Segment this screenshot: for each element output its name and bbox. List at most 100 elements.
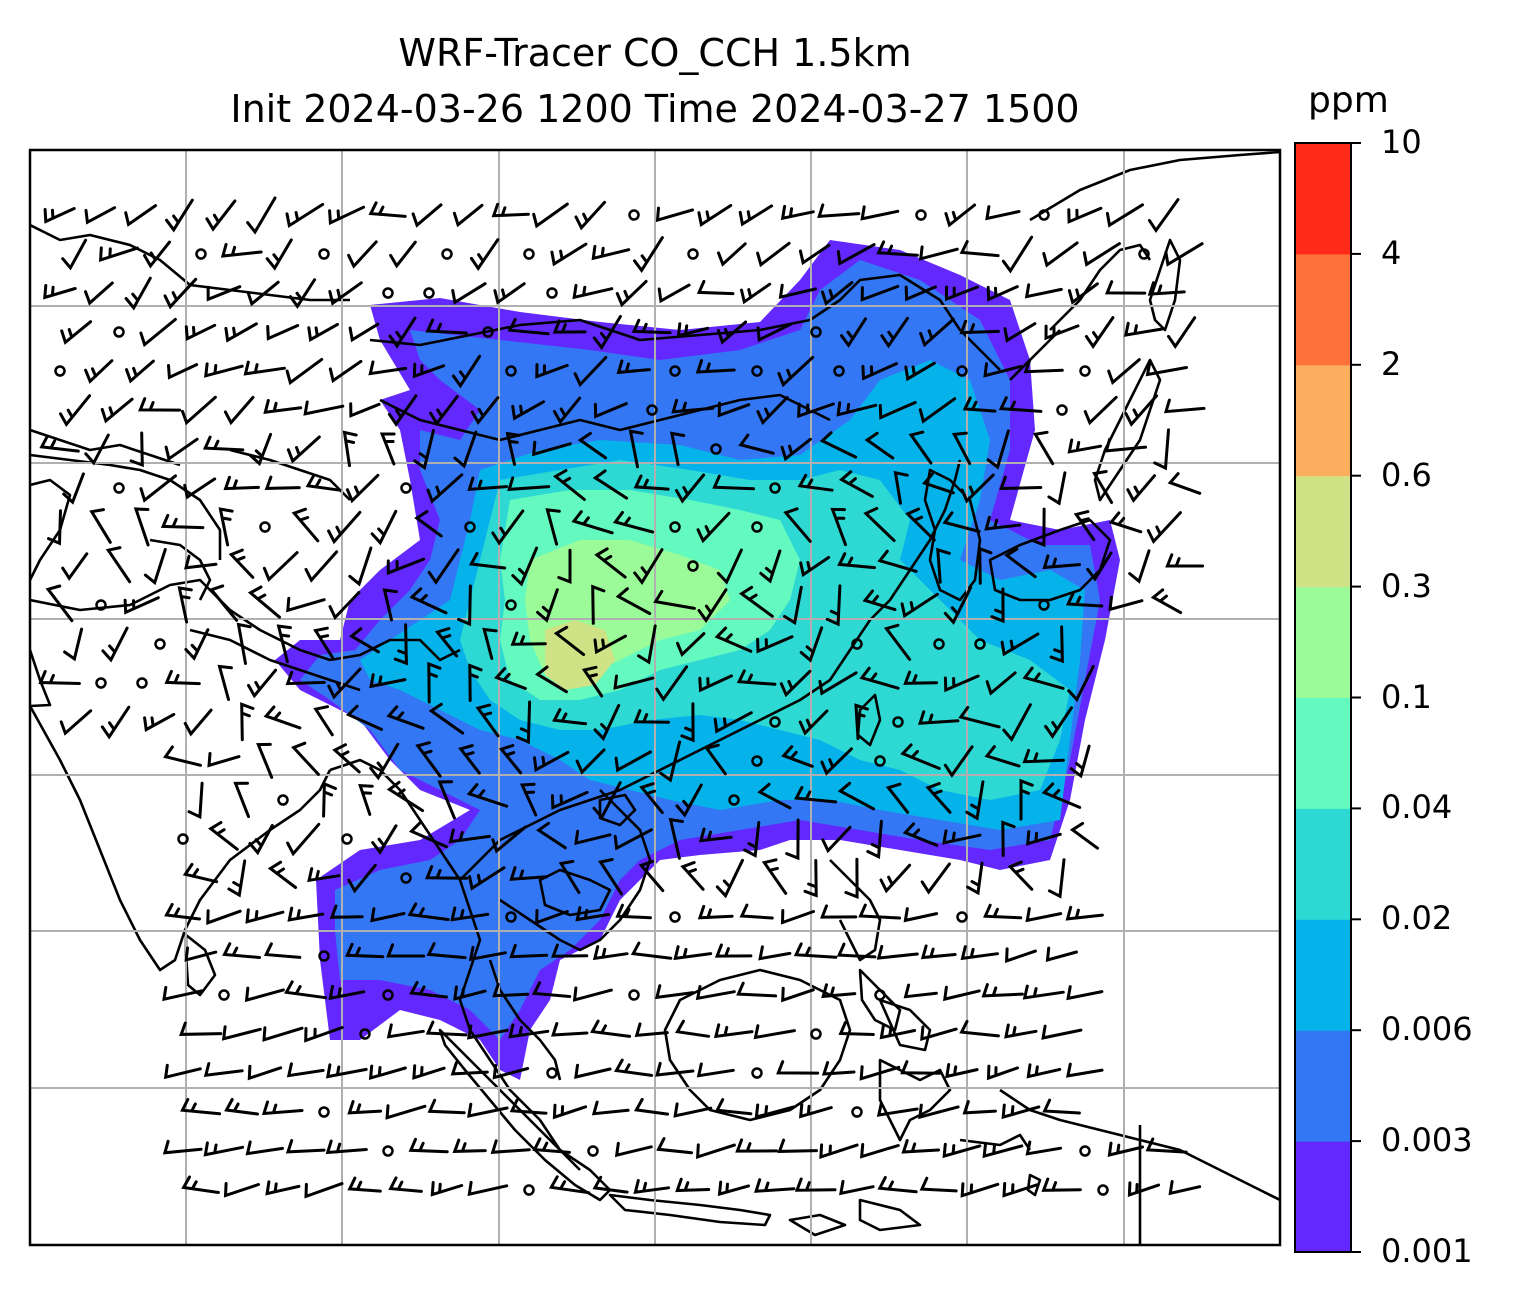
calm-wind-marker: [956, 911, 968, 923]
wind-barb: [1022, 984, 1065, 1000]
colorbar-segment: [1295, 919, 1351, 1031]
wind-barb: [885, 782, 910, 814]
wind-barb: [781, 745, 814, 768]
wind-barb: [243, 360, 286, 376]
wind-barb: [983, 362, 1023, 378]
wind-barb: [450, 906, 490, 922]
wind-barb: [837, 781, 876, 811]
wind-barb: [985, 205, 1021, 221]
wind-barb: [358, 783, 374, 816]
wind-barb: [754, 1103, 796, 1120]
wind-barb: [797, 402, 835, 419]
calm-wind-marker: [277, 794, 289, 806]
wind-barb: [244, 986, 285, 1003]
wind-barb: [738, 585, 774, 618]
wind-barb: [698, 827, 733, 843]
wind-barb: [1126, 474, 1156, 503]
wind-barb: [615, 903, 652, 920]
wind-barb: [902, 822, 939, 847]
calm-wind-marker: [810, 326, 822, 338]
wind-barb: [893, 470, 909, 505]
wind-barb: [698, 674, 733, 693]
calm-wind-marker: [1079, 1145, 1091, 1157]
calm-wind-marker: [587, 1145, 599, 1157]
wind-barb: [1146, 511, 1182, 545]
wind-barb: [133, 507, 150, 547]
wind-barb: [654, 984, 695, 1000]
wind-barb: [453, 985, 487, 1001]
wind-barb: [986, 285, 1019, 302]
wind-barb: [325, 1063, 368, 1079]
calm-wind-marker: [400, 482, 412, 494]
wind-barb: [783, 585, 803, 626]
wind-barb: [426, 473, 464, 504]
wind-barb: [1002, 1182, 1040, 1198]
wind-barb: [1041, 1024, 1083, 1040]
wind-barb: [879, 1024, 917, 1040]
wind-barb: [670, 431, 686, 467]
wind-barb: [1108, 595, 1144, 612]
wind-barb: [901, 1139, 940, 1154]
wind-barb: [962, 396, 997, 413]
wind-barb: [105, 546, 132, 584]
wind-barb: [1167, 316, 1197, 349]
wind-barb: [655, 206, 694, 223]
wind-barb: [1023, 358, 1064, 374]
calm-wind-marker: [1097, 1184, 1109, 1196]
wind-barb: [1065, 905, 1104, 921]
calm-wind-marker: [687, 560, 699, 572]
wind-barb: [291, 507, 320, 543]
wind-barb: [221, 1025, 262, 1041]
wind-barb: [285, 357, 324, 386]
wind-barb: [577, 431, 608, 460]
wind-barb: [960, 1182, 1000, 1198]
wind-barb: [184, 946, 218, 962]
wind-barb: [836, 243, 876, 266]
wind-barb: [860, 1143, 900, 1159]
wind-barb: [714, 1098, 753, 1116]
wind-barb: [943, 586, 973, 625]
wind-barb: [696, 1062, 735, 1078]
wind-barb: [1086, 551, 1113, 582]
wind-barb: [817, 203, 861, 219]
wind-barb: [223, 475, 260, 491]
wind-barb: [821, 983, 857, 999]
wind-barb: [697, 204, 733, 227]
calm-wind-marker: [95, 677, 107, 689]
wind-barb: [575, 906, 611, 922]
calm-wind-marker: [154, 638, 166, 650]
wind-barb: [581, 665, 604, 698]
wind-barb: [287, 906, 325, 922]
wind-barb: [675, 473, 706, 504]
wind-barb: [695, 985, 736, 1001]
wind-barb: [794, 785, 838, 804]
wind-barb: [368, 360, 408, 376]
wind-barb: [925, 782, 952, 814]
wind-barb: [550, 790, 589, 810]
wind-barb: [183, 708, 213, 737]
wind-barb: [676, 632, 706, 657]
wind-barb: [633, 474, 670, 491]
wind-barb: [327, 510, 362, 545]
wind-barb: [675, 783, 703, 818]
wind-barb: [945, 285, 979, 302]
wind-barb: [427, 1098, 466, 1115]
wind-barb: [778, 283, 817, 300]
calm-wind-marker: [833, 365, 845, 377]
wind-barb: [84, 433, 110, 466]
wind-barb: [637, 624, 657, 665]
colorbar-tick-label: 10: [1381, 123, 1422, 161]
wind-barb: [285, 1139, 326, 1154]
wind-barb: [452, 203, 484, 228]
wind-barb: [598, 858, 623, 896]
calm-wind-marker: [974, 638, 986, 650]
calm-wind-marker: [728, 794, 740, 806]
calm-wind-marker: [259, 521, 271, 533]
wind-barb: [457, 584, 472, 627]
wind-barb: [1044, 706, 1073, 739]
wind-barb: [1073, 510, 1096, 542]
wind-barb: [753, 1024, 796, 1040]
calm-wind-marker: [1056, 404, 1068, 416]
colorbar-segment: [1295, 1141, 1351, 1253]
